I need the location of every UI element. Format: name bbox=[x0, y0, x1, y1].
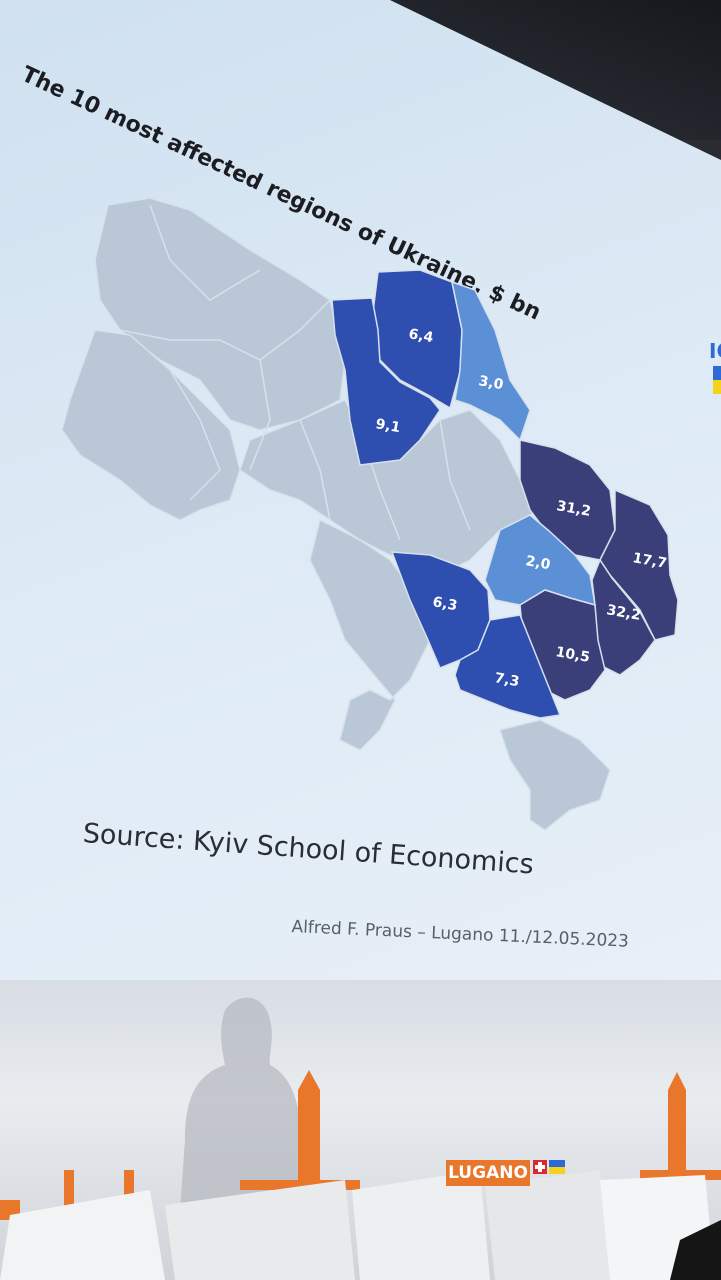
swiss-flag-icon bbox=[533, 1160, 547, 1174]
region-label: 17,7 bbox=[631, 550, 668, 572]
region-map-9-1 bbox=[331, 297, 441, 466]
region-labels: 6,4 3,0 9,1 31,2 17,7 2,0 6,3 32,2 10,5 … bbox=[374, 326, 668, 690]
ukraine-flag-icon bbox=[549, 1160, 565, 1174]
affected-regions bbox=[331, 269, 679, 719]
region-label: 2,0 bbox=[524, 553, 551, 573]
chair bbox=[485, 1170, 610, 1280]
lugano-logo: LUGANO bbox=[446, 1160, 530, 1186]
skyline-decoration bbox=[0, 1070, 721, 1220]
region-label: 6,3 bbox=[431, 594, 458, 614]
corner-logo-text: IC bbox=[709, 339, 721, 363]
unaffected-regions bbox=[61, 197, 611, 831]
stage-scene bbox=[0, 997, 721, 1280]
region-west-south bbox=[61, 329, 241, 521]
region-label: 32,2 bbox=[605, 602, 642, 624]
region-map-7-3 bbox=[454, 614, 562, 719]
chair bbox=[352, 1170, 490, 1280]
region-label: 31,2 bbox=[555, 498, 592, 520]
region-label: 3,0 bbox=[477, 373, 504, 393]
region-label: 10,5 bbox=[554, 644, 591, 666]
dark-object bbox=[670, 1220, 721, 1280]
region-map-17-7 bbox=[599, 488, 679, 641]
region-map-32-2 bbox=[591, 558, 656, 676]
region-map-3-0 bbox=[450, 280, 531, 442]
region-crimea bbox=[499, 719, 611, 831]
region-label: 9,1 bbox=[374, 416, 401, 436]
speaker-shadow bbox=[180, 997, 302, 1210]
ukraine-map: 6,4 3,0 9,1 31,2 17,7 2,0 6,3 32,2 10,5 … bbox=[61, 197, 679, 831]
chairs bbox=[0, 1170, 721, 1280]
region-label: 6,4 bbox=[407, 326, 434, 346]
chair bbox=[165, 1180, 355, 1280]
chair bbox=[0, 1190, 165, 1280]
corner-logo: IC bbox=[709, 339, 721, 394]
region-label: 7,3 bbox=[493, 670, 520, 690]
